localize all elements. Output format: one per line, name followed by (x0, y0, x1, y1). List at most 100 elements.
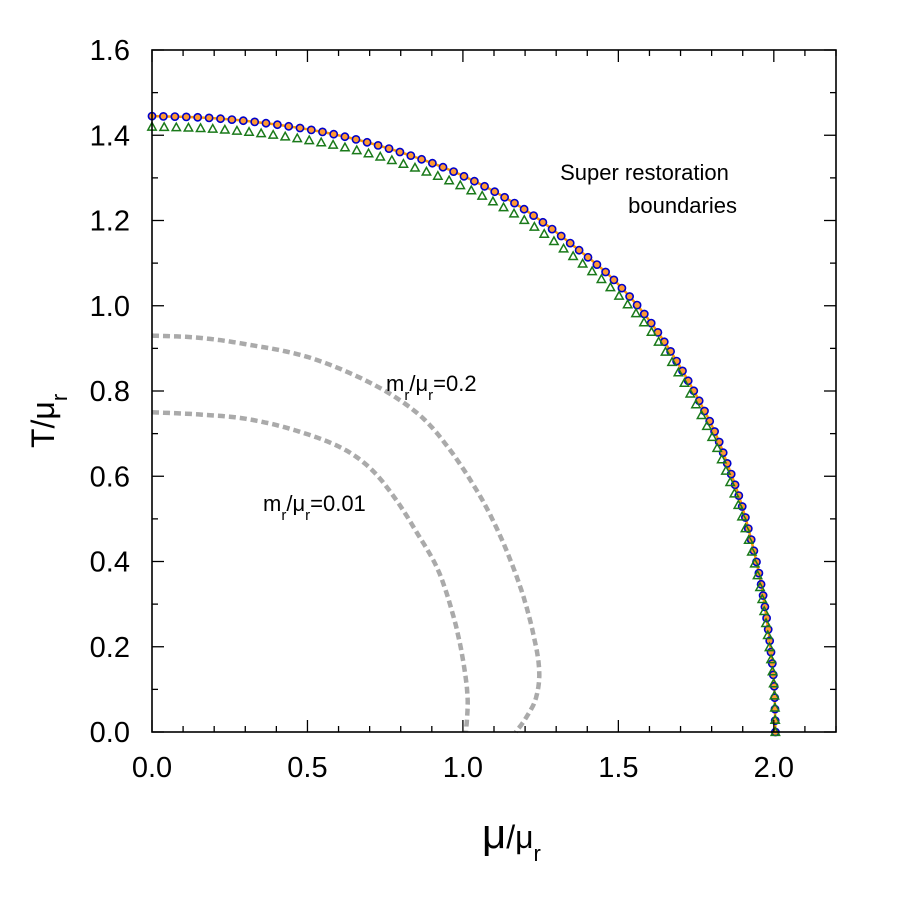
triangle-point-33 (528, 221, 540, 231)
triangle-point-30 (498, 201, 510, 212)
triangle-point-27 (465, 184, 477, 195)
triangle-point-40 (595, 273, 607, 284)
triangle-point-76 (767, 665, 778, 676)
triangle-point-45 (638, 316, 650, 327)
triangle-point-32 (518, 214, 530, 225)
tick-labels: 0.0 0.5 1.0 1.5 2.0 0.0 0.2 0.4 0.6 0.8 1.0 1.2 1.4 1… (90, 35, 794, 784)
triangle-point-74 (764, 641, 775, 652)
circle-point-44 (609, 275, 619, 285)
triangle-point-67 (749, 557, 761, 568)
triangle-point-39 (586, 265, 598, 276)
x-axis-label: μ/μr (482, 810, 541, 866)
triangle-point-55 (701, 420, 713, 431)
triangle-point-75 (765, 653, 777, 664)
triangle-point-4 (195, 122, 207, 133)
series-orange-solid-0 (151, 114, 777, 733)
triangle-point-43 (622, 298, 634, 309)
circle-point-24 (417, 154, 426, 164)
triangle-point-46 (646, 326, 657, 337)
circle-point-17 (340, 132, 350, 142)
dotted-boundary (151, 410, 470, 733)
annotation-mr-0.2: mr/μr=0.2 (386, 371, 477, 404)
triangle-point-17 (351, 144, 363, 155)
triangle-point-65 (743, 534, 755, 545)
circle-point-10 (261, 118, 271, 128)
circle-point-37 (547, 224, 557, 234)
series-gray-dotted-4 (151, 410, 470, 733)
plot-marks (146, 111, 781, 737)
triangle-point-56 (706, 431, 718, 442)
circle-point-20 (373, 140, 383, 150)
circle-point-30 (480, 181, 489, 191)
triangle-point-22 (409, 161, 421, 172)
triangle-point-5 (207, 123, 219, 133)
circle-point-16 (329, 129, 339, 139)
triangle-point-48 (660, 346, 671, 356)
x-tick-label: 1.0 (443, 752, 483, 784)
triangle-point-78 (768, 689, 780, 700)
triangle-point-49 (666, 356, 678, 367)
triangle-point-23 (420, 165, 432, 176)
circle-point-2 (170, 112, 180, 121)
triangle-point-24 (432, 170, 444, 180)
series-green-triangles-2 (146, 120, 781, 737)
triangle-point-36 (558, 242, 570, 253)
triangle-point-2 (170, 121, 182, 132)
plot-frame (151, 49, 837, 733)
triangle-point-12 (291, 132, 303, 143)
circle-point-13 (295, 123, 305, 133)
x-tick-label: 2.0 (754, 752, 794, 784)
triangle-point-18 (363, 147, 375, 158)
triangle-point-13 (303, 134, 315, 145)
triangle-point-3 (182, 121, 194, 132)
circle-point-6 (216, 114, 225, 124)
triangle-point-1 (158, 121, 170, 132)
triangle-point-47 (653, 336, 665, 346)
y-tick-label: 0.6 (90, 461, 130, 493)
triangle-point-6 (219, 123, 231, 134)
triangle-point-80 (769, 714, 781, 724)
triangle-point-62 (732, 499, 744, 510)
circle-point-1 (158, 112, 168, 121)
circle-point-9 (250, 117, 260, 127)
triangle-point-34 (538, 228, 550, 238)
triangle-point-71 (758, 605, 770, 616)
triangle-point-14 (315, 136, 327, 147)
circle-point-15 (318, 127, 327, 137)
y-tick-label: 1.4 (90, 120, 130, 152)
circle-point-34 (519, 204, 529, 214)
y-tick-label: 0.8 (90, 376, 130, 408)
y-tick-label: 0.2 (90, 632, 130, 664)
circle-point-32 (500, 192, 509, 202)
triangle-point-29 (487, 195, 499, 206)
axis-ticks (151, 49, 837, 733)
dotted-boundary (151, 333, 542, 734)
triangle-point-72 (760, 617, 772, 628)
circle-point-36 (538, 217, 548, 227)
triangle-point-35 (548, 235, 560, 246)
y-tick-label: 0.0 (90, 717, 130, 749)
triangle-point-11 (279, 130, 291, 141)
circle-point-40 (574, 245, 584, 255)
x-tick-label: 0.5 (287, 752, 327, 784)
triangle-point-44 (630, 307, 642, 318)
circle-point-29 (469, 176, 479, 186)
circle-point-47 (632, 300, 642, 310)
annotation-super-restoration: Super restoration boundaries (560, 160, 737, 218)
triangle-point-59 (720, 464, 732, 475)
triangle-point-28 (476, 190, 488, 200)
triangle-point-77 (768, 677, 780, 688)
circle-point-22 (395, 147, 405, 157)
x-tick-label: 1.5 (598, 752, 638, 784)
y-tick-label: 0.4 (90, 547, 130, 579)
triangle-point-63 (736, 510, 748, 521)
y-tick-label: 1.0 (90, 291, 130, 323)
triangle-point-20 (386, 154, 398, 165)
circle-point-41 (583, 252, 593, 262)
triangle-point-9 (255, 127, 267, 138)
triangle-point-64 (739, 522, 751, 533)
circle-point-39 (565, 238, 575, 248)
circle-point-4 (193, 112, 203, 122)
circle-point-46 (625, 292, 634, 301)
circle-point-45 (617, 283, 627, 293)
